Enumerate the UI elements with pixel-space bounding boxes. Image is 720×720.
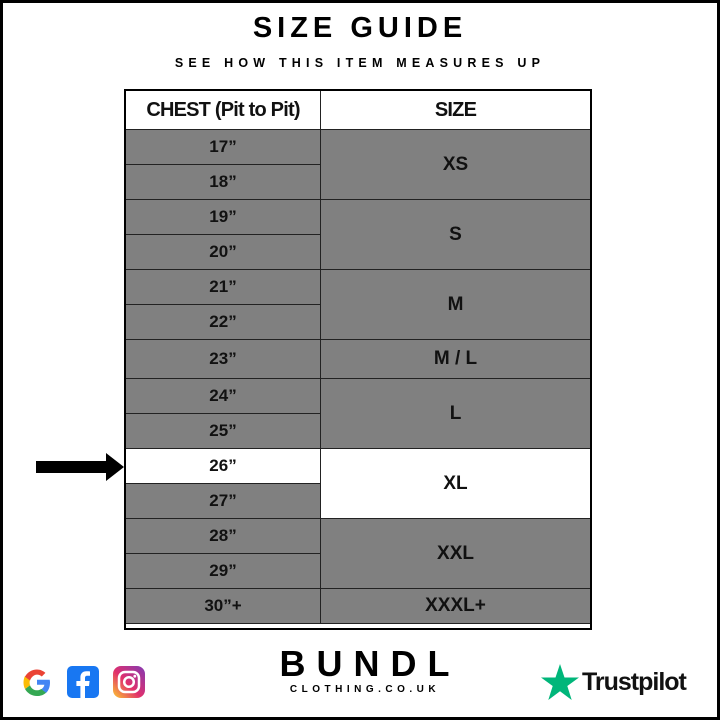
chest-cell: 17” [126, 130, 321, 165]
trustpilot-star-icon [541, 664, 579, 700]
chest-cell: 30”+ [126, 589, 321, 624]
arrow-right-icon [36, 453, 124, 481]
chest-cell: 23” [126, 340, 321, 379]
header-chest: CHEST (Pit to Pit) [126, 91, 321, 130]
chest-cell: 18” [126, 165, 321, 200]
page-title: SIZE GUIDE [252, 12, 468, 44]
chest-cell: 29” [126, 554, 321, 589]
chest-cell: 27” [126, 484, 321, 519]
google-icon[interactable] [20, 665, 54, 699]
chest-cell: 21” [126, 270, 321, 305]
chest-cell: 24” [126, 379, 321, 414]
chest-cell: 20” [126, 235, 321, 270]
trustpilot-logo[interactable]: Trustpilot [541, 664, 687, 700]
size-table: CHEST (Pit to Pit) SIZE 17” 18” XS 19” 20” S 2… [124, 89, 592, 630]
brand-logo: BUNDL [279, 643, 461, 684]
size-cell: XS [321, 130, 590, 200]
brand-url: CLOTHING.CO.UK [289, 684, 441, 695]
size-cell: M / L [321, 340, 590, 379]
size-cell: S [321, 200, 590, 270]
instagram-icon[interactable] [112, 665, 146, 699]
chest-cell: 19” [126, 200, 321, 235]
page-subtitle: SEE HOW THIS ITEM MEASURES UP [174, 56, 546, 70]
chest-cell: 28” [126, 519, 321, 554]
size-cell: L [321, 379, 590, 449]
chest-cell: 25” [126, 414, 321, 449]
size-cell: XXL [321, 519, 590, 589]
trustpilot-label: Trustpilot [582, 667, 687, 696]
chest-cell: 26” [126, 449, 321, 484]
size-cell: XXXL+ [321, 589, 590, 624]
size-cell: M [321, 270, 590, 340]
facebook-icon[interactable] [66, 665, 100, 699]
size-cell: XL [321, 449, 590, 519]
header-size: SIZE [321, 91, 590, 130]
chest-cell: 22” [126, 305, 321, 340]
